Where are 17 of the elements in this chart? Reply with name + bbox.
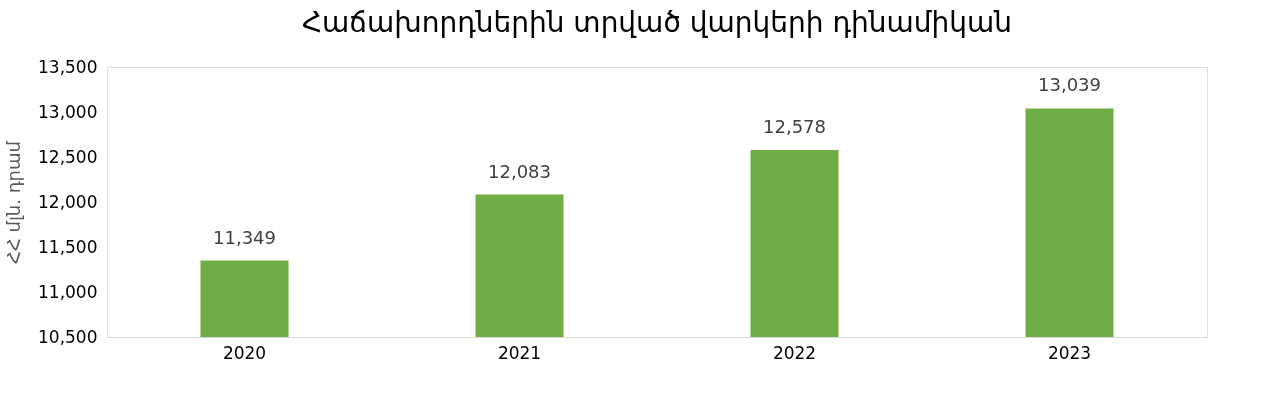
y-tick-label: 12,500 (38, 146, 98, 167)
y-tick-label: 13,000 (38, 101, 98, 122)
data-label: 13,039 (1038, 74, 1101, 96)
y-tick-label: 13,500 (38, 56, 98, 77)
x-tick-label: 2020 (222, 342, 267, 363)
y-tick-label: 11,500 (38, 236, 98, 257)
x-tick-label: 2022 (772, 342, 817, 363)
y-axis-title: ՀՀ մլն. դրամ (3, 140, 25, 264)
y-tick-label: 11,000 (38, 281, 98, 302)
data-label: 12,578 (763, 115, 826, 137)
x-tick-label: 2023 (1047, 342, 1092, 363)
data-label: 12,083 (488, 160, 551, 182)
x-tick-label: 2021 (497, 342, 542, 363)
data-label: 11,349 (213, 226, 276, 248)
chart-title: Հաճախորդներին տրված վարկերի դինամիկան (302, 6, 1012, 39)
y-tick-label: 10,500 (38, 326, 98, 347)
y-tick-label: 12,000 (38, 191, 98, 212)
